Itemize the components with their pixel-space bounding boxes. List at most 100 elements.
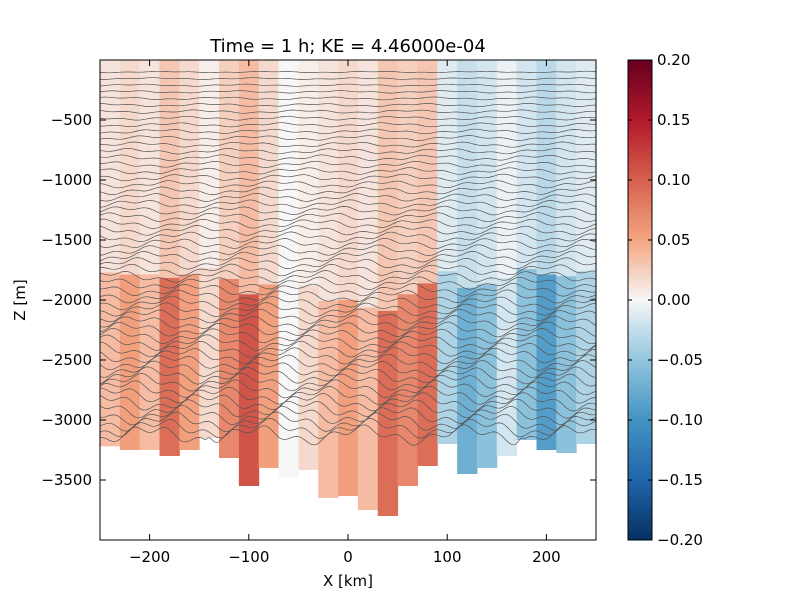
contour-line: [100, 411, 596, 433]
contour-line: [100, 373, 596, 392]
contour-line: [100, 77, 596, 80]
contour-line: [100, 283, 596, 297]
field-column: [159, 60, 180, 456]
contour-line: [100, 160, 596, 168]
x-axis: −200 −100 0 100 200: [129, 60, 561, 566]
y-tick-label: −1500: [41, 231, 92, 249]
contour-line: [100, 315, 596, 331]
contour-line: [100, 250, 596, 263]
contour-line: [100, 398, 596, 419]
y-axis: −500 −1000 −1500 −2000 −2500 −3000 −3500: [41, 111, 596, 489]
x-tick-label: 200: [532, 548, 561, 566]
contour-line: [100, 205, 596, 216]
contour-line: [100, 328, 596, 345]
contour-line: [100, 347, 596, 365]
y-tick-label: −500: [51, 111, 92, 129]
y-axis-label: Z [m]: [11, 279, 29, 320]
contour-line: [100, 186, 596, 195]
contour-line: [100, 90, 596, 94]
colorbar-axis: 0.20 0.15 0.10 0.05 0.00 −0.05 −0.10 −0.15 −0.20: [628, 51, 703, 549]
contour-line: [100, 424, 596, 446]
field-column: [437, 60, 458, 444]
contour-line: [100, 289, 596, 304]
x-tick-label: 100: [433, 548, 462, 566]
x-axis-label: X [km]: [323, 572, 373, 590]
contour-line: [100, 231, 596, 243]
field-column: [119, 60, 141, 450]
contour-line: [100, 167, 596, 175]
contour-line: [100, 405, 596, 426]
colorbar-tick-label: 0.20: [657, 51, 690, 69]
contour-line: [100, 193, 596, 202]
y-tick-label: −3500: [41, 471, 92, 489]
contour-line: [100, 353, 596, 372]
contour-line: [100, 218, 596, 229]
x-tick-label: 0: [343, 548, 353, 566]
contour-line: [100, 148, 596, 155]
field-column: [457, 60, 478, 474]
colorbar-tick-label: −0.10: [657, 411, 703, 429]
contour-line: [100, 115, 596, 121]
field-column: [417, 60, 438, 466]
y-tick-label: −3000: [41, 411, 92, 429]
contour-line: [100, 334, 596, 351]
velocity-field: [100, 60, 596, 516]
density-contours: [100, 70, 596, 446]
contour-line: [100, 257, 596, 270]
colorbar-tick-label: −0.20: [657, 531, 703, 549]
contour-line: [100, 321, 596, 338]
contour-line: [100, 83, 596, 87]
contour-line: [100, 270, 596, 283]
plot-area: [100, 60, 596, 516]
contour-line: [100, 70, 596, 74]
field-column: [357, 60, 379, 510]
contour-line: [100, 295, 596, 311]
colorbar-tick-label: 0.15: [657, 111, 690, 129]
y-tick-label: −2500: [41, 351, 92, 369]
chart-title: Time = 1 h; KE = 4.46000e-04: [209, 36, 486, 57]
colorbar-tick-label: 0.05: [657, 231, 690, 249]
contour-line: [100, 379, 596, 399]
contour-line: [100, 212, 596, 223]
field-column: [219, 60, 240, 458]
colorbar-tick-label: −0.15: [657, 471, 703, 489]
contour-line: [100, 360, 596, 378]
contour-line: [100, 96, 596, 101]
field-column: [199, 60, 220, 438]
field-column: [298, 60, 319, 470]
contour-line: [100, 141, 596, 148]
x-tick-label: −100: [228, 548, 269, 566]
contour-line: [100, 308, 596, 324]
contour-line: [100, 244, 596, 256]
contour-line: [100, 225, 596, 236]
colorbar-tick-label: 0.00: [657, 291, 690, 309]
field-column: [536, 60, 557, 450]
field-column: [496, 60, 518, 456]
contour-line: [100, 109, 596, 114]
contour-line: [100, 103, 596, 107]
contour-line: [100, 173, 596, 182]
y-tick-label: −1000: [41, 171, 92, 189]
colorbar-tick-label: 0.10: [657, 171, 690, 189]
contour-line: [100, 154, 596, 162]
contour-line: [100, 392, 596, 412]
contour-line: [100, 418, 596, 439]
contour-line: [100, 238, 596, 250]
contour-line: [100, 276, 596, 290]
contour-line: [100, 263, 596, 277]
contour-line: [100, 128, 596, 135]
x-tick-label: −200: [129, 548, 170, 566]
contour-line: [100, 199, 596, 209]
contour-line: [100, 135, 596, 141]
contour-line: [100, 302, 596, 317]
contour-line: [100, 366, 596, 385]
field-column: [318, 60, 339, 498]
field-column: [238, 60, 260, 486]
field-column: [179, 60, 200, 450]
field-column: [556, 60, 577, 453]
contour-line: [100, 340, 596, 358]
y-tick-label: −2000: [41, 291, 92, 309]
contour-line: [100, 122, 596, 128]
colorbar-tick-label: −0.05: [657, 351, 703, 369]
